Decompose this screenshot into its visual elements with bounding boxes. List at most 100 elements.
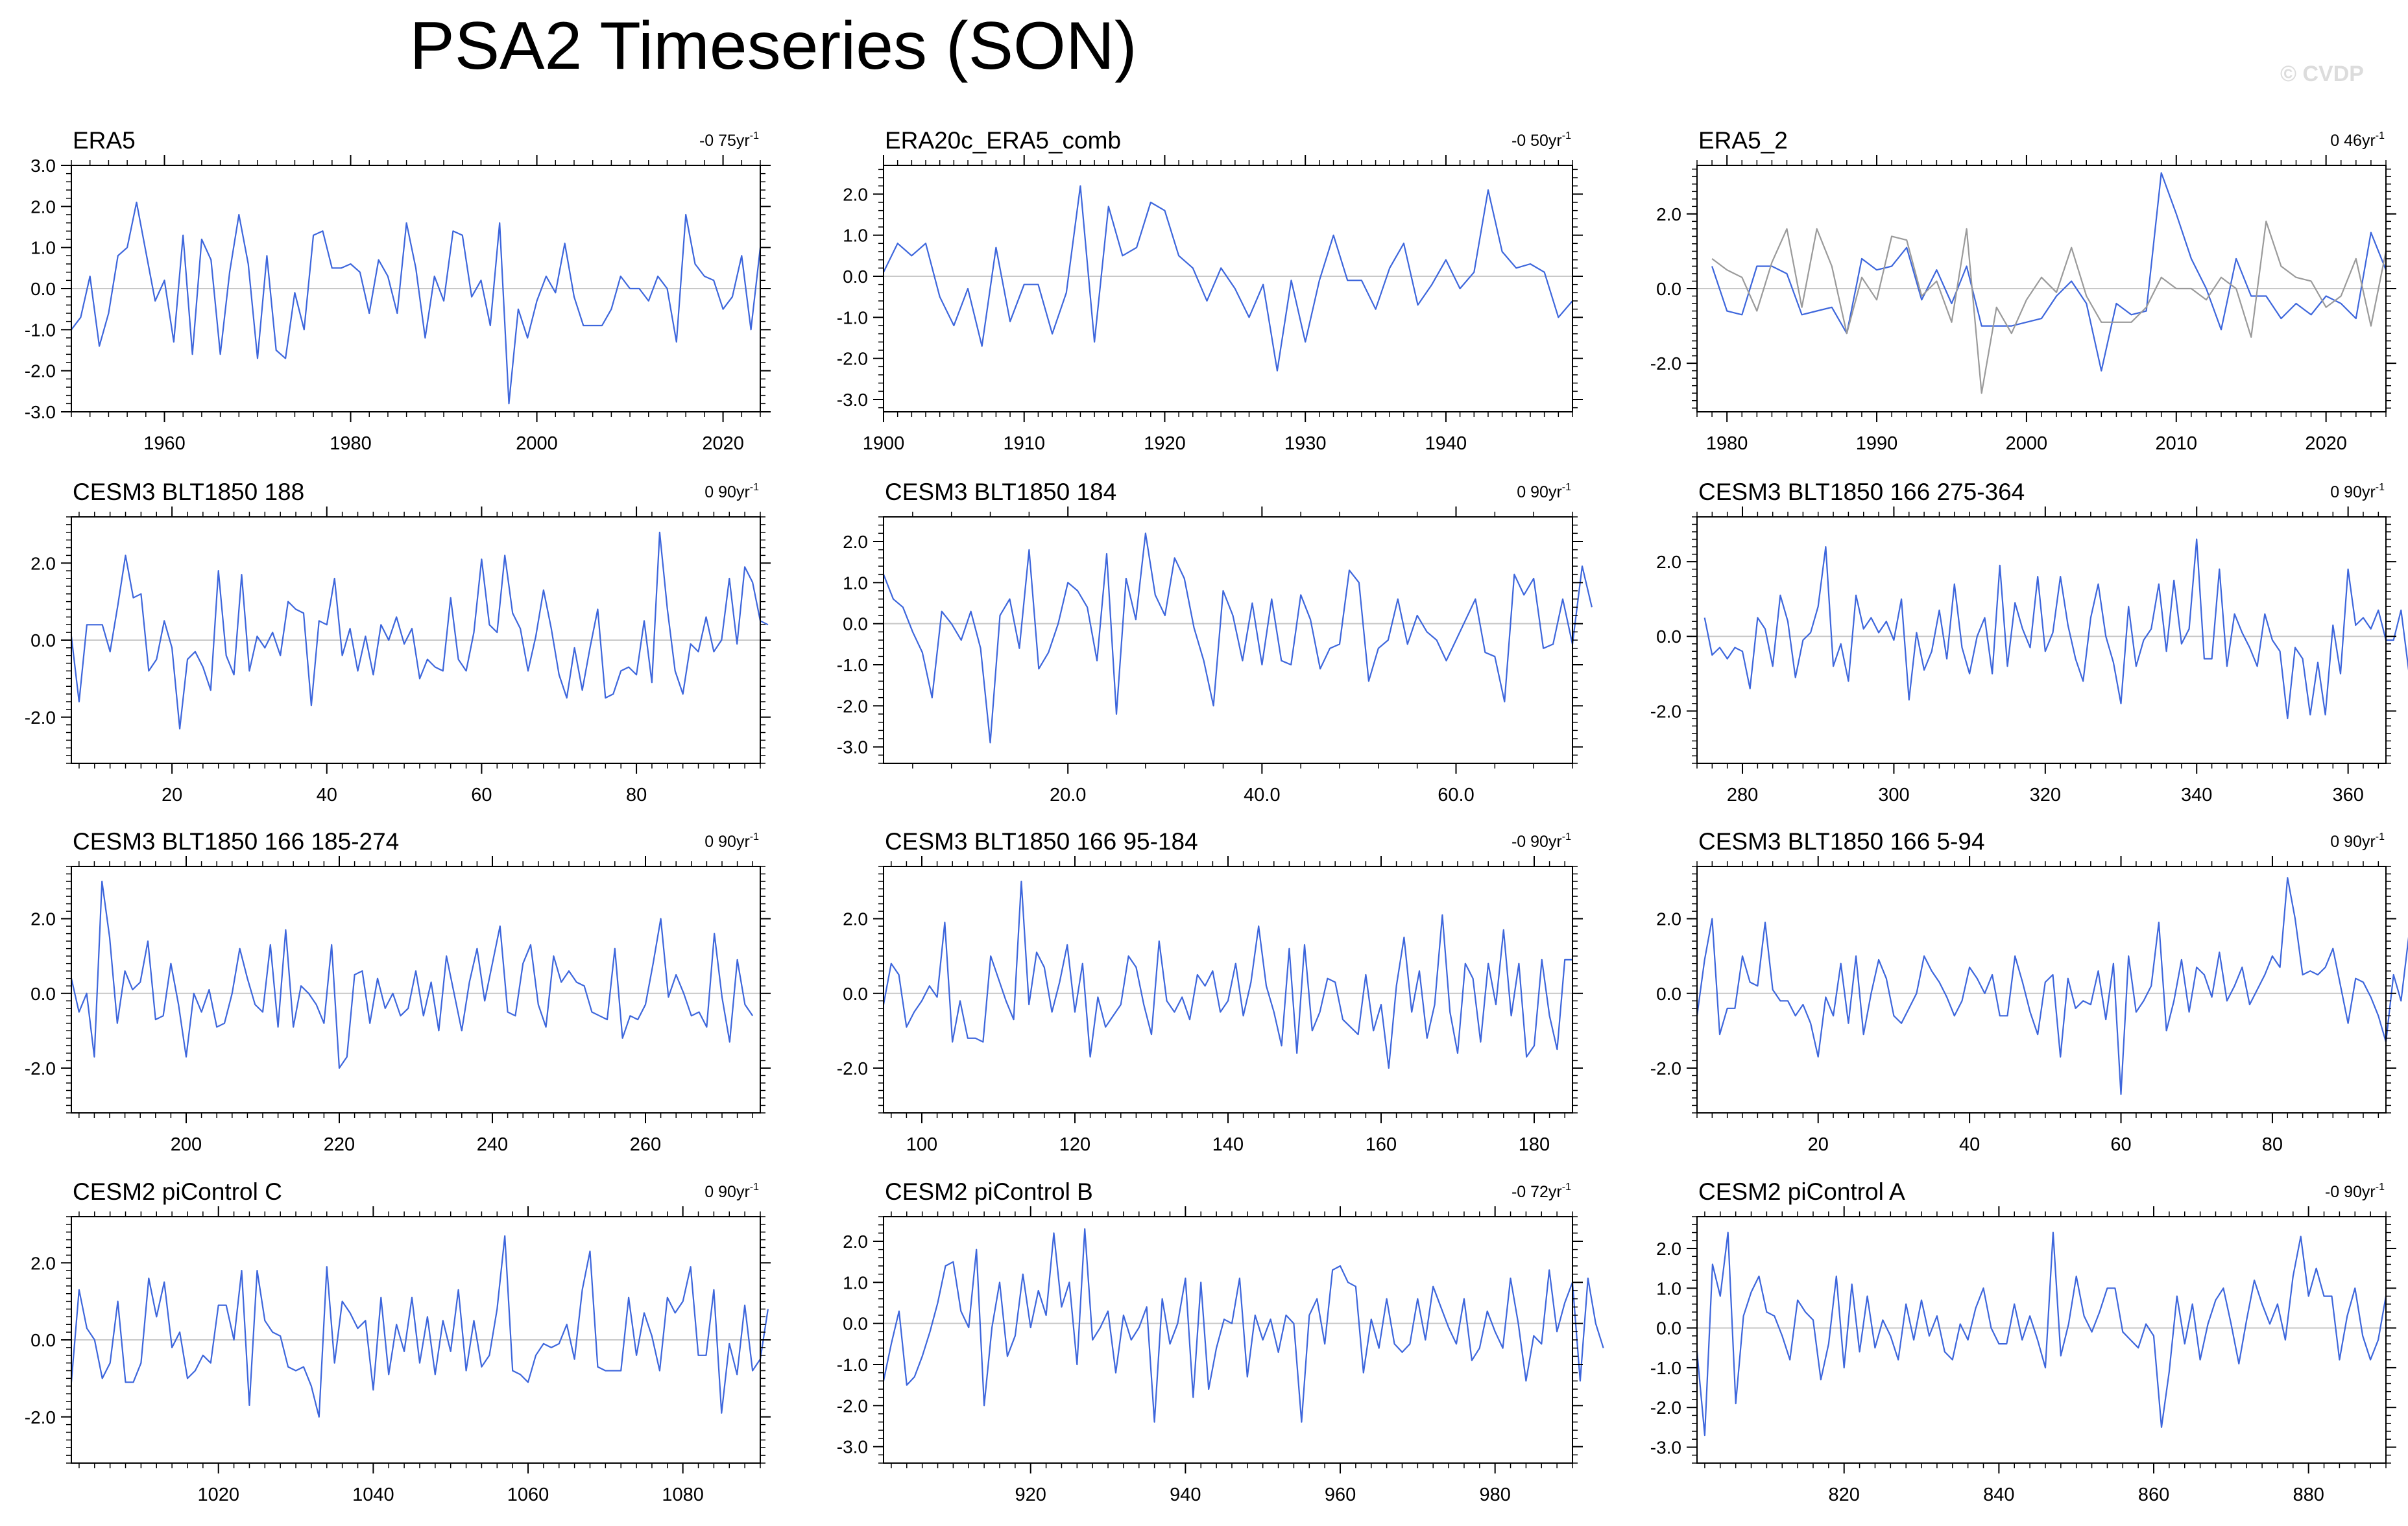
chart-title: CESM3 BLT1850 166 5-94 bbox=[1698, 828, 1985, 855]
x-tick-label: 80 bbox=[2262, 1134, 2283, 1155]
trend-superscript: -1 bbox=[750, 1182, 759, 1193]
y-tick-label: 1.0 bbox=[843, 573, 868, 593]
series-line bbox=[882, 880, 1572, 1069]
trend-superscript: -1 bbox=[1562, 482, 1571, 493]
x-tick-label: 2020 bbox=[2305, 433, 2347, 454]
y-tick-label: 2.0 bbox=[30, 553, 56, 573]
x-tick-label: 140 bbox=[1212, 1134, 1244, 1155]
trend-value: 0 90yr bbox=[704, 483, 749, 501]
x-tick-label: 160 bbox=[1366, 1134, 1397, 1155]
chart-title: ERA5_2 bbox=[1698, 127, 1788, 154]
x-tick-label: 820 bbox=[1829, 1484, 1860, 1505]
y-tick-label: 0.0 bbox=[843, 267, 868, 287]
trend-superscript: -1 bbox=[1562, 130, 1571, 141]
trend-value: 0 90yr bbox=[1517, 483, 1561, 501]
series-line bbox=[70, 880, 754, 1069]
chart-panel: CESM2 piControl A -0 90yr-1 2.0 1.0 0.0 -1.0 -… bbox=[1650, 1178, 2396, 1505]
chart-panel: ERA20c_ERA5_comb -0 50yr-1 2.0 1.0 0.0 -1.0 -2… bbox=[837, 127, 1583, 454]
series-line bbox=[1704, 538, 2408, 720]
chart-panel: CESM2 piControl B -0 72yr-1 2.0 1.0 0.0 -1.0 -… bbox=[837, 1178, 1604, 1505]
x-tick-label: 240 bbox=[477, 1134, 508, 1155]
page-title: PSA2 Timeseries (SON) bbox=[409, 8, 1137, 84]
x-tick-label: 60.0 bbox=[1438, 785, 1474, 805]
y-tick-label: -3.0 bbox=[25, 402, 56, 422]
trend-label: -0 72yr-1 bbox=[1511, 1182, 1571, 1201]
y-tick-label: 0.0 bbox=[30, 1330, 56, 1350]
y-tick-label: -2.0 bbox=[837, 1396, 868, 1416]
trend-value: -0 75yr bbox=[699, 132, 750, 150]
x-tick-label: 1960 bbox=[143, 433, 186, 454]
x-tick-label: 1910 bbox=[1003, 433, 1045, 454]
y-tick-label: 2.0 bbox=[1656, 1239, 1681, 1259]
trend-value: 0 90yr bbox=[2330, 483, 2375, 501]
y-tick-label: -1.0 bbox=[837, 1355, 868, 1375]
x-tick-label: 280 bbox=[1727, 785, 1758, 805]
chart-panel: CESM3 BLT1850 188 0 90yr-1 2.0 0.0 -2.0 20 40 6… bbox=[25, 479, 771, 805]
trend-value: -0 50yr bbox=[1511, 132, 1562, 150]
x-tick-label: 60 bbox=[2110, 1134, 2131, 1155]
x-tick-label: 320 bbox=[2030, 785, 2061, 805]
trend-superscript: -1 bbox=[1562, 1182, 1571, 1193]
x-tick-label: 1900 bbox=[863, 433, 905, 454]
x-tick-label: 300 bbox=[1878, 785, 1909, 805]
plot-frame bbox=[1696, 1216, 2387, 1464]
y-tick-label: 0.0 bbox=[30, 279, 56, 299]
y-tick-label: -2.0 bbox=[25, 361, 56, 381]
x-tick-label: 120 bbox=[1059, 1134, 1090, 1155]
y-tick-label: 2.0 bbox=[843, 532, 868, 552]
y-tick-label: -3.0 bbox=[837, 1437, 868, 1457]
series-line bbox=[1711, 172, 2387, 372]
trend-label: 0 90yr-1 bbox=[704, 482, 759, 501]
trend-value: -0 90yr bbox=[1511, 833, 1562, 851]
plot-frame bbox=[71, 866, 761, 1114]
x-tick-label: 20 bbox=[162, 785, 182, 805]
x-tick-label: 40 bbox=[317, 785, 337, 805]
trend-superscript: -1 bbox=[2376, 1182, 2385, 1193]
trend-value: -0 90yr bbox=[2325, 1183, 2376, 1201]
y-tick-label: 0.0 bbox=[1656, 279, 1681, 299]
chart-title: CESM3 BLT1850 184 bbox=[885, 479, 1116, 505]
x-tick-label: 220 bbox=[324, 1134, 355, 1155]
y-tick-label: 0.0 bbox=[843, 1314, 868, 1334]
y-tick-label: -1.0 bbox=[837, 307, 868, 328]
y-tick-label: 0.0 bbox=[1656, 626, 1681, 647]
trend-superscript: -1 bbox=[2376, 482, 2385, 493]
chart-title: CESM3 BLT1850 166 95-184 bbox=[885, 828, 1198, 855]
y-tick-label: -3.0 bbox=[837, 390, 868, 410]
trend-label: -0 75yr-1 bbox=[699, 130, 759, 150]
series-line bbox=[70, 531, 769, 730]
plot-frame bbox=[1696, 866, 2387, 1114]
chart-title: CESM2 piControl C bbox=[73, 1178, 282, 1205]
trend-value: 0 46yr bbox=[2330, 132, 2375, 150]
x-tick-label: 20.0 bbox=[1050, 785, 1086, 805]
plot-frame bbox=[883, 866, 1573, 1114]
trend-label: -0 90yr-1 bbox=[2325, 1182, 2385, 1201]
x-tick-label: 340 bbox=[2181, 785, 2212, 805]
y-tick-label: -1.0 bbox=[1650, 1358, 1681, 1378]
chart-panel: CESM3 BLT1850 166 275-364 0 90yr-1 2.0 0.0 -… bbox=[1650, 479, 2408, 805]
x-tick-label: 2020 bbox=[702, 433, 744, 454]
x-tick-label: 1980 bbox=[330, 433, 372, 454]
y-tick-label: 2.0 bbox=[1656, 909, 1681, 929]
series-line bbox=[71, 201, 762, 405]
y-tick-label: 0.0 bbox=[1656, 1318, 1681, 1339]
series-line bbox=[883, 185, 1573, 372]
trend-superscript: -1 bbox=[750, 482, 759, 493]
x-tick-label: 1080 bbox=[662, 1484, 704, 1505]
y-tick-label: 0.0 bbox=[1656, 984, 1681, 1004]
x-tick-label: 1020 bbox=[197, 1484, 239, 1505]
x-tick-label: 2000 bbox=[516, 433, 558, 454]
y-tick-label: -2.0 bbox=[1650, 1398, 1681, 1418]
trend-value: -0 72yr bbox=[1511, 1183, 1562, 1201]
y-tick-label: 1.0 bbox=[843, 226, 868, 246]
x-tick-label: 920 bbox=[1015, 1484, 1046, 1505]
chart-panel: CESM3 BLT1850 184 0 90yr-1 2.0 1.0 0.0 -1.0 -2… bbox=[837, 479, 1593, 805]
series-line bbox=[882, 1228, 1604, 1423]
trend-superscript: -1 bbox=[2376, 831, 2385, 842]
x-tick-label: 40 bbox=[1959, 1134, 1980, 1155]
chart-panel: CESM3 BLT1850 166 185-274 0 90yr-1 2.0 0.0 -… bbox=[25, 828, 771, 1155]
y-tick-label: -3.0 bbox=[1650, 1437, 1681, 1457]
watermark: © CVDP bbox=[2280, 62, 2364, 86]
x-tick-label: 1990 bbox=[1856, 433, 1898, 454]
